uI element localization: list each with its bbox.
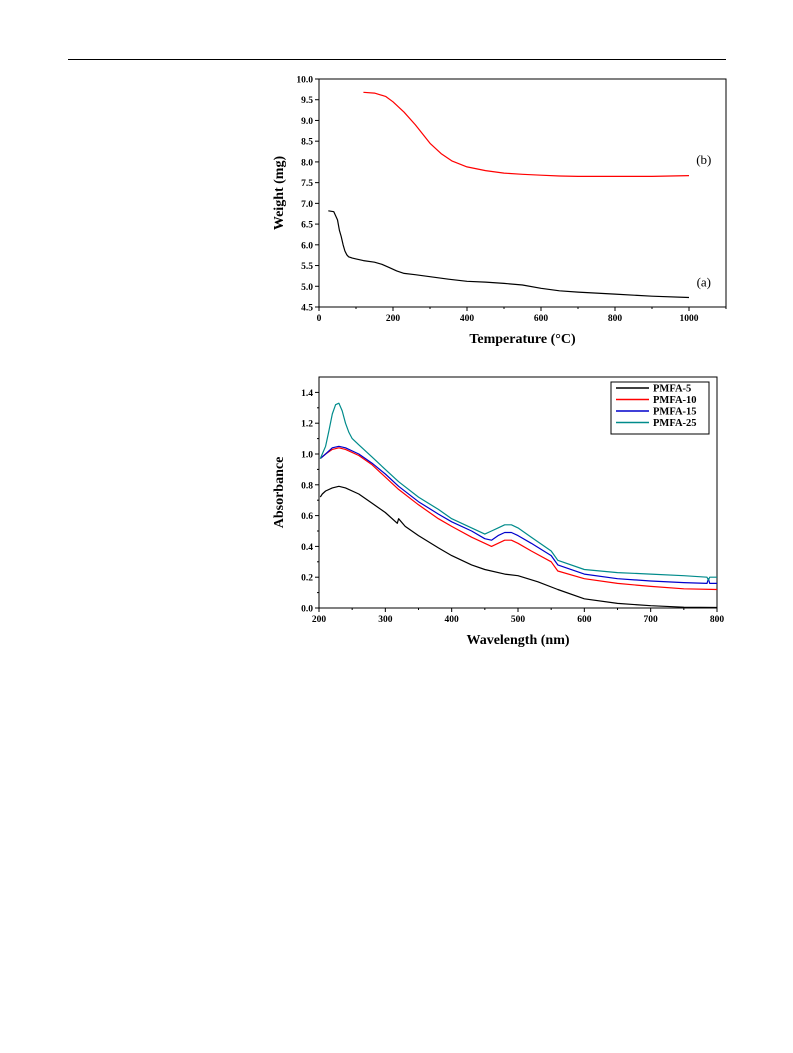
- chart1-y-tick-label: 6.5: [301, 221, 313, 231]
- chart1-annotation-1: (b): [696, 152, 711, 167]
- chart1-y-tick-label: 5.0: [301, 283, 313, 293]
- chart1-x-axis-title: Temperature (°C): [469, 332, 576, 347]
- chart2-legend-label: PMFA-10: [653, 395, 697, 406]
- chart2-x-tick-label: 800: [710, 615, 725, 625]
- chart2-y-tick-label: 0.4: [301, 543, 313, 553]
- chart1-x-tick-label: 200: [386, 314, 401, 324]
- chart1-y-tick-label: 7.0: [301, 200, 313, 210]
- chart2-legend-label: PMFA-25: [653, 418, 697, 429]
- chart1-annotation-2: (a): [697, 274, 711, 289]
- chart1-y-axis-title: Weight (mg): [272, 156, 287, 231]
- chart2-y-tick-label: 0.0: [301, 605, 313, 615]
- chart2-series-line-1: [319, 485, 718, 609]
- header-rule: [68, 59, 726, 60]
- chart2-x-tick-label: 600: [577, 615, 592, 625]
- chart2-y-tick-label: 0.6: [301, 512, 313, 522]
- chart1-x-tick-label: 800: [608, 314, 623, 324]
- chart1-y-tick-label: 7.5: [301, 179, 313, 189]
- chart2-legend-label: PMFA-15: [653, 407, 697, 418]
- chart2-series-line-4: [319, 402, 717, 581]
- chart2-y-tick-label: 1.0: [301, 451, 313, 461]
- chart1-y-tick-label: 9.5: [301, 96, 313, 106]
- chart1-plot-frame: [318, 78, 727, 308]
- chart2-x-tick-label: 200: [312, 615, 327, 625]
- chart1-series-line-2: [363, 91, 690, 177]
- chart2-y-tick-label: 0.8: [301, 481, 313, 491]
- chart2-legend-label: PMFA-5: [653, 384, 691, 395]
- chart2-y-tick-label: 1.2: [301, 420, 313, 430]
- chart2-x-tick-label: 700: [644, 615, 659, 625]
- chart2-series-line-3: [319, 445, 717, 584]
- chart1-y-tick-label: 8.5: [301, 138, 313, 148]
- chart1-y-tick-label: 5.5: [301, 262, 313, 272]
- chart2-x-tick-label: 400: [445, 615, 460, 625]
- chart2-y-tick-label: 0.2: [301, 574, 313, 584]
- chart1-y-tick-label: 8.0: [301, 158, 313, 168]
- chart1-y-tick-label: 10.0: [296, 76, 313, 86]
- chart1-y-tick-label: 9.0: [301, 117, 313, 127]
- chart2-legend-box: [610, 381, 710, 435]
- chart2-x-axis-title: Wavelength (nm): [466, 633, 569, 648]
- chart1-y-tick-label: 6.0: [301, 241, 313, 251]
- chart2-x-tick-label: 300: [378, 615, 393, 625]
- chart2-y-axis-title: Absorbance: [272, 457, 287, 529]
- chart1-x-tick-label: 0: [317, 314, 322, 324]
- chart1-x-tick-label: 1000: [680, 314, 699, 324]
- chart1-x-tick-label: 400: [460, 314, 475, 324]
- chart2-y-tick-label: 1.4: [301, 389, 313, 399]
- chart2-x-tick-label: 500: [511, 615, 526, 625]
- chart1-y-tick-label: 4.5: [301, 304, 313, 314]
- chart2-series-line-2: [319, 447, 718, 591]
- chart1-series-line-1: [328, 210, 690, 299]
- chart1-x-tick-label: 600: [534, 314, 549, 324]
